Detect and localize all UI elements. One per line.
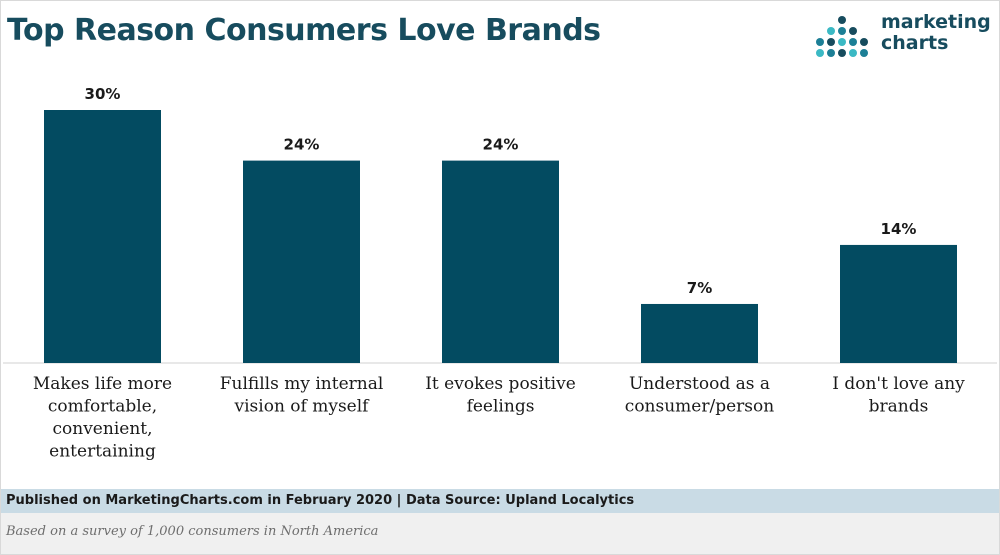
category-label: Makes life more comfortable, convenient, en…	[33, 374, 172, 462]
logo-dot	[849, 27, 857, 35]
chart-title: Top Reason Consumers Love Brands	[7, 13, 601, 48]
bar	[840, 244, 957, 363]
logo-dot	[827, 49, 835, 57]
footer-source-text: Published on MarketingCharts.com in Febr…	[6, 493, 635, 508]
bar	[44, 110, 161, 363]
logo-dot	[838, 27, 846, 35]
category-label: Understood as a consumer/person	[625, 374, 774, 417]
footer-note-bar: Based on a survey of 1,000 consumers in …	[1, 513, 999, 554]
logo-dot	[816, 38, 824, 46]
logo-line-2: charts	[881, 32, 949, 54]
logo-text: marketing charts	[881, 12, 1000, 54]
logo-dot	[827, 27, 835, 35]
bar	[641, 303, 758, 363]
bar-chart: 30% Makes life more comfortable, convenient…	[3, 85, 997, 462]
logo-line-1: marketing	[881, 11, 991, 33]
bar	[442, 160, 559, 363]
category-label: Fulfills my internal vision of myself	[220, 374, 384, 417]
logo-dot	[860, 49, 868, 57]
logo-dots-icon	[816, 16, 868, 57]
logo-dot	[849, 49, 857, 57]
logo-dot	[816, 49, 824, 57]
logo-dot	[849, 38, 857, 46]
logo-dot	[860, 38, 868, 46]
footer-source-bar: Published on MarketingCharts.com in Febr…	[1, 489, 999, 513]
data-label: 30%	[85, 85, 121, 103]
bar	[243, 160, 360, 363]
marketingcharts-logo: marketing charts	[815, 10, 995, 60]
data-label: 24%	[284, 136, 320, 154]
logo-dot	[838, 38, 846, 46]
data-label: 24%	[483, 136, 519, 154]
category-label: I don't love any brands	[832, 374, 965, 417]
data-label: 7%	[687, 279, 712, 297]
logo-dot	[827, 38, 835, 46]
logo-dot	[838, 16, 846, 24]
footer-note-text: Based on a survey of 1,000 consumers in …	[6, 524, 379, 539]
data-label: 14%	[881, 220, 917, 238]
category-label: It evokes positive feelings	[425, 374, 576, 417]
logo-dot	[838, 49, 846, 57]
